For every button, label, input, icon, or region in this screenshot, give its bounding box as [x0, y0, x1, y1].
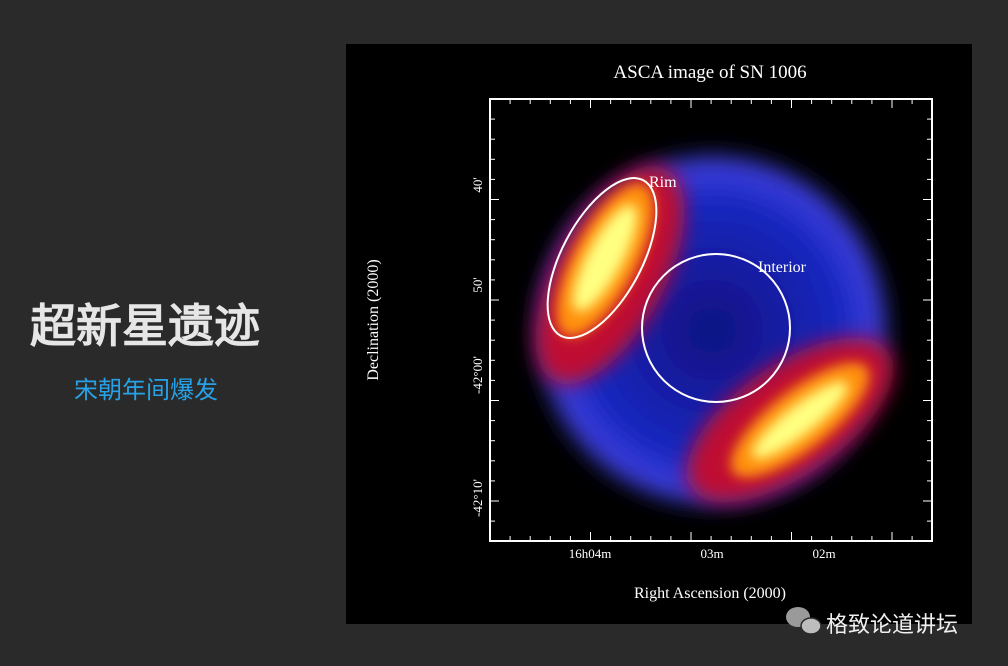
watermark: 格致论道讲坛	[826, 613, 959, 638]
wechat-icon	[786, 607, 822, 635]
x-tick-label: 16h04m	[569, 546, 612, 561]
y-tick-label: -42°00'	[470, 356, 485, 394]
y-axis-label: Declination (2000)	[365, 259, 382, 380]
slide-title: 超新星遗迹	[30, 299, 260, 353]
x-tick-label: 02m	[812, 546, 835, 561]
y-tick-label: 50'	[470, 277, 485, 292]
annotation: Interior	[758, 259, 807, 276]
x-tick-label: 03m	[700, 546, 723, 561]
y-tick-label: 40'	[470, 177, 485, 192]
y-tick-label: -42°10'	[470, 479, 485, 517]
annotation: Rim	[649, 174, 677, 191]
x-axis-label: Right Ascension (2000)	[634, 585, 786, 602]
slide-subtitle: 宋朝年间爆发	[74, 376, 218, 404]
image-title: ASCA image of SN 1006	[613, 62, 806, 83]
